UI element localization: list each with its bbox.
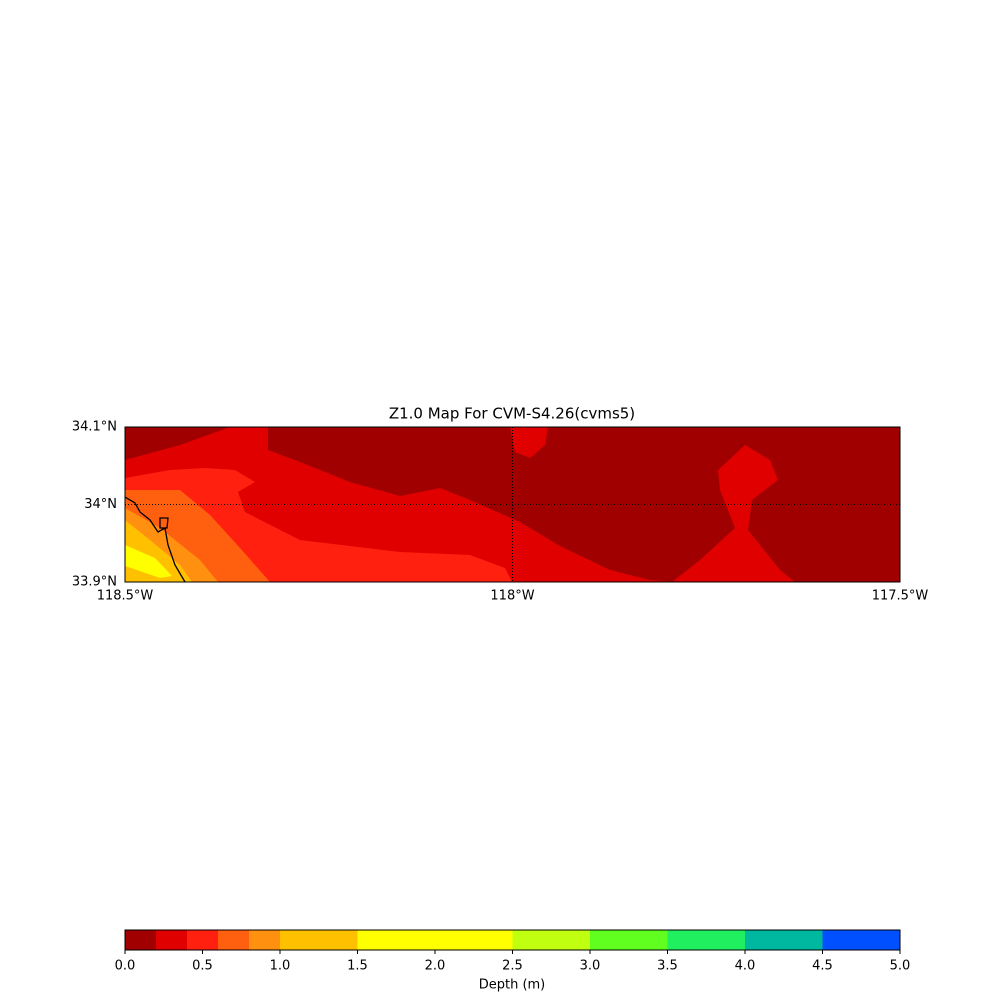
- coastline: [159, 517, 169, 529]
- y-tick-label: 34°N: [84, 497, 117, 512]
- colorbar-segment: [218, 930, 249, 950]
- y-tick-label: 33.9°N: [72, 575, 117, 590]
- colorbar-segment: [187, 930, 218, 950]
- colorbar-tick-label: 1.5: [347, 959, 368, 974]
- colorbar-segment: [156, 930, 187, 950]
- colorbar-tick-label: 4.0: [735, 959, 756, 974]
- colorbar-tick-label: 5.0: [890, 959, 911, 974]
- colorbar-segment: [357, 930, 513, 950]
- x-tick-label: 118°W: [490, 589, 534, 604]
- colorbar-tick-label: 2.5: [502, 959, 523, 974]
- region: [672, 445, 795, 582]
- colorbar-tick-label: 0.0: [115, 959, 136, 974]
- colorbar-segment: [745, 930, 823, 950]
- colorbar-tick-label: 0.5: [192, 959, 213, 974]
- map-title: Z1.0 Map For CVM-S4.26(cvms5): [389, 405, 635, 423]
- colorbar-segment: [822, 930, 900, 950]
- colorbar-label: Depth (m): [479, 978, 546, 993]
- colorbar-segment: [512, 930, 590, 950]
- colorbar-tick-label: 3.0: [580, 959, 601, 974]
- x-tick-label: 117.5°W: [872, 589, 929, 604]
- colorbar-segment: [280, 930, 358, 950]
- colorbar-segment: [590, 930, 668, 950]
- colorbar-tick-label: 2.0: [425, 959, 446, 974]
- colorbar-tick-label: 3.5: [657, 959, 678, 974]
- colorbar-tick-label: 1.0: [270, 959, 291, 974]
- colorbar-segment: [667, 930, 745, 950]
- x-tick-label: 118.5°W: [97, 589, 154, 604]
- region: [510, 427, 548, 458]
- region: [125, 545, 172, 578]
- colorbar-tick-label: 4.5: [812, 959, 833, 974]
- y-tick-label: 34.1°N: [72, 420, 117, 435]
- coastline: [125, 496, 186, 582]
- colorbar-segment: [125, 930, 156, 950]
- colorbar-segment: [249, 930, 280, 950]
